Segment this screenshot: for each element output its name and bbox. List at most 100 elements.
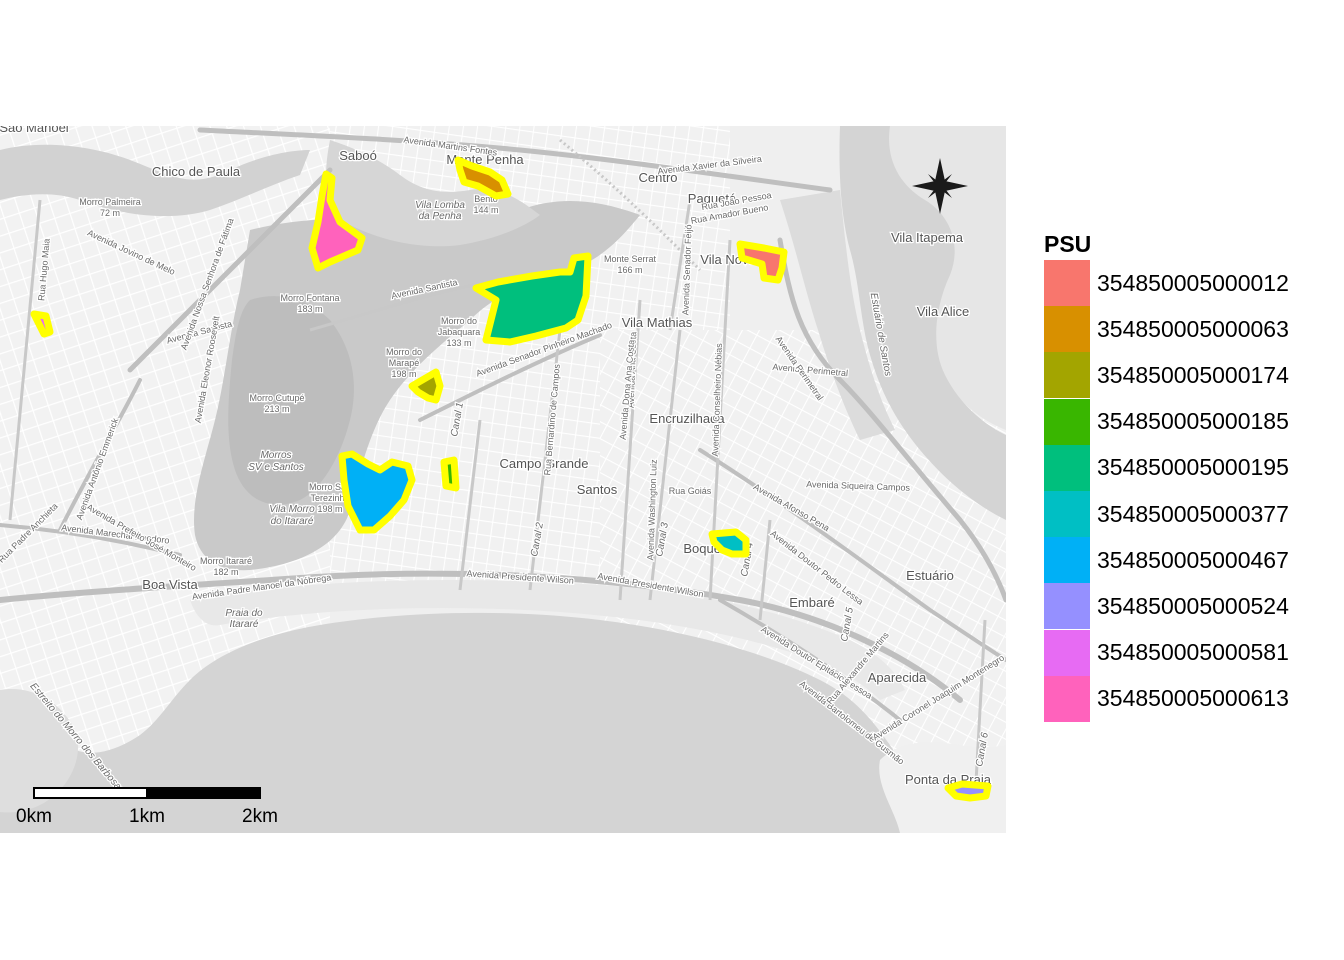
legend-item: 354850005000185 [1044,398,1334,445]
place-label: Morro Palmeira [79,197,141,207]
psu-polygons [30,156,992,802]
place-label: SV e Santos [248,462,304,473]
legend-label: 354850005000195 [1097,454,1289,481]
legend-item: 354850005000063 [1044,306,1334,353]
legend-label: 354850005000185 [1097,408,1289,435]
hills-morros [228,296,354,505]
place-label: Avenida Siqueira Campos [806,479,911,493]
bay-water [0,612,1006,833]
road-siqueira-campos [758,519,772,621]
place-label: Terezinha [310,493,349,503]
place-label: 182 m [213,567,238,577]
place-label: Campo Grande [500,456,589,471]
place-label: Avenida Washington Luiz [645,459,659,561]
scale-label-2km: 2km [242,806,278,827]
road-canal-6 [973,619,987,801]
place-label: Morro Cutupé [249,393,304,403]
place-label: Jabaquara [438,327,481,337]
north-arrow [912,158,968,214]
legend-items: 354850005000012 354850005000063 3548500050… [1044,260,1334,722]
psu-polygon-354850005000613 [308,170,366,272]
place-label: Avenida Ana Costa [626,332,639,409]
legend-swatch [1044,675,1090,722]
place-label: Saboó [339,148,377,163]
place-label: Morro do [386,347,422,357]
legend-swatch [1044,444,1090,491]
psu-polygon-354850005000195 [472,252,592,346]
psu-polygon-354850005000012 [736,240,788,284]
place-label: Monte Serrat [604,254,657,264]
legend-item: 354850005000581 [1044,629,1334,676]
scale-bar-segment-0 [33,787,148,799]
estuary-water [839,126,1006,520]
road-marechal-deodoro [0,523,182,557]
place-label: Estuário [906,568,954,583]
legend-label: 354850005000174 [1097,361,1289,388]
road-senador-pinheiro-machado [418,333,602,422]
legend-swatch [1044,352,1090,399]
place-label: Itararé [230,619,259,630]
legend-swatch [1044,306,1090,353]
peninsula-bottom-right [879,742,1006,833]
psu-polygon-354850005000581 [30,310,54,338]
scale-label-1km: 1km [129,806,165,827]
place-label: Chico de Paula [152,164,241,179]
place-label: da Penha [419,211,462,222]
legend-item: 354850005000467 [1044,537,1334,584]
place-label: 133 m [446,338,471,348]
island-bottom-left [0,689,79,813]
hills-west [0,144,310,217]
place-label: Embaré [789,595,835,610]
place-label: Vila Itapema [891,230,964,245]
legend-swatch [1044,583,1090,630]
road-epitacio-pessoa [718,598,902,722]
place-label: 72 m [100,208,120,218]
place-label: Aparecida [868,670,927,685]
psu-polygon-354850005000174 [408,368,444,404]
legend-item: 354850005000174 [1044,352,1334,399]
psu-polygon-354850005000377 [708,528,750,558]
legend-item: 354850005000195 [1044,444,1334,491]
legend-label: 354850005000613 [1097,685,1289,712]
legend-swatch [1044,260,1090,307]
scale-label-0km: 0km [16,806,52,827]
psu-polygon-354850005000063 [454,156,512,200]
legend-item: 354850005000613 [1044,675,1334,722]
road-washington-luiz [648,329,682,601]
legend-label: 354850005000581 [1097,639,1289,666]
place-label: Praia do [225,608,263,619]
place-label: Vila Mathias [622,315,693,330]
legend-swatch [1044,629,1090,676]
place-label: 198 m [391,369,416,379]
rail-line [559,138,702,272]
road-martins-fontes [197,127,833,193]
legend-label: 354850005000377 [1097,500,1289,527]
road-afonso-pena [698,448,1006,662]
place-label: Encruzilhada [649,411,725,426]
place-label: Paquetá [688,191,737,206]
place-label: Vila Lomba [415,200,465,211]
place-label: Morros [260,450,291,461]
place-label: 198 m [317,504,342,514]
legend-label: 354850005000063 [1097,315,1289,342]
place-label: 144 m [473,205,498,215]
hills-north [326,140,540,247]
place-label: Centro [638,170,677,185]
legend: PSU 354850005000012 354850005000063 354850… [1044,228,1334,722]
road-nossa-senhora-de-fatima [127,167,333,373]
place-label: Avenida Senador Feijó [680,224,693,315]
place-label: Vila Alice [917,304,970,319]
road-bernardino-de-campos [528,329,562,591]
road-canal-1 [458,419,482,591]
place-label: São Manoel [0,120,69,135]
road-padre-manoel-da-nobrega [0,570,963,703]
place-label: Rua Goiás [669,486,712,496]
place-label: Marapé [389,358,420,368]
road-perimetral [777,237,1006,603]
place-label: Boa Vista [142,577,198,592]
psu-polygon-354850005000185 [440,456,460,492]
legend-swatch [1044,491,1090,538]
legend-label: 354850005000524 [1097,592,1289,619]
legend-item: 354850005000012 [1044,260,1334,307]
